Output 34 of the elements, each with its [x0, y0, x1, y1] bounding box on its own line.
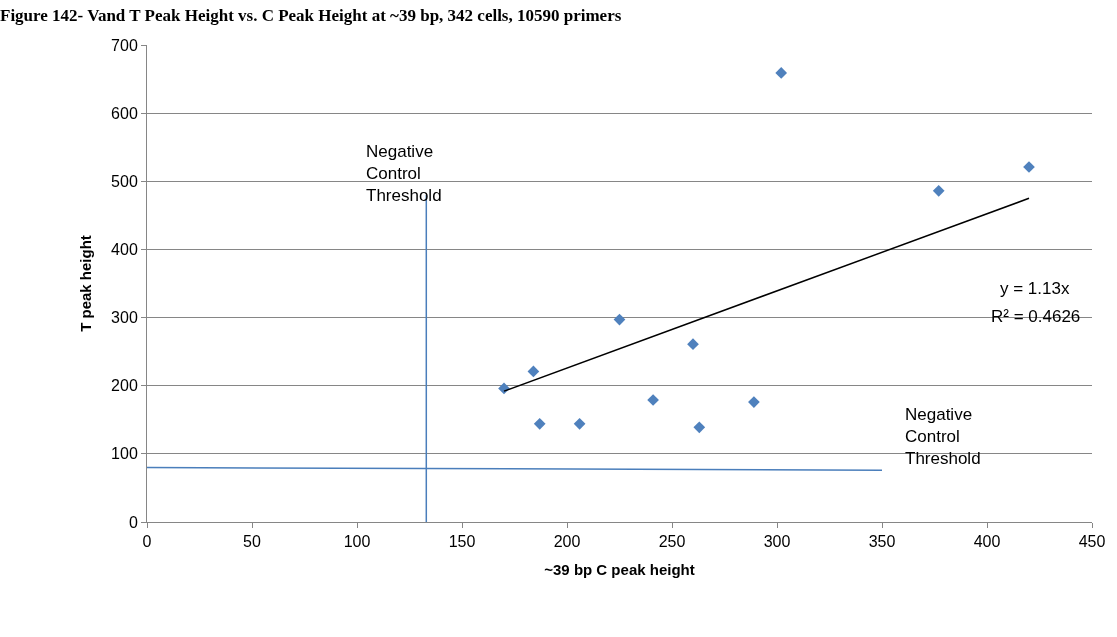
point: [533, 418, 546, 430]
x-tick-label: 0: [142, 533, 152, 551]
point: [498, 382, 510, 395]
x-tick-label: 450: [1078, 533, 1106, 551]
y-tick-label: 500: [111, 172, 138, 190]
x-axis-title: ~39 bp C peak height: [544, 561, 695, 579]
annotation: y = 1.13x: [1000, 279, 1070, 298]
point: [932, 184, 945, 197]
y-tick-label: 100: [111, 445, 138, 463]
x-tick-label: 400: [973, 533, 1001, 551]
y-tick-label: 200: [111, 377, 138, 395]
point: [613, 313, 626, 326]
annotation: R² = 0.4626: [991, 307, 1081, 326]
x-tick-label: 150: [448, 533, 476, 551]
chart-title: Figure 142- Vand T Peak Height vs. C Peak Height at ~39 bp, 342 cells, 10590 primers: [0, 6, 622, 26]
point: [527, 365, 540, 378]
point: [748, 396, 760, 408]
y-tick-label: 0: [128, 513, 138, 531]
y-tick-label: 400: [111, 241, 138, 259]
x-tick-label: 200: [553, 533, 581, 551]
y-axis-title: T peak height: [77, 235, 95, 332]
x-tick-label: 50: [243, 533, 261, 551]
point: [775, 67, 788, 79]
y-tick-label: 600: [111, 104, 138, 122]
annotation: Negative Control Threshold: [905, 405, 981, 469]
x-tick-label: 250: [658, 533, 686, 551]
y-tick-label: 300: [111, 309, 138, 327]
point: [693, 421, 706, 434]
annotation: Negative Control Threshold: [366, 142, 442, 206]
point: [573, 418, 586, 430]
x-tick-label: 300: [763, 533, 791, 551]
x-tick-label: 350: [868, 533, 896, 551]
y-tick-label: 700: [111, 36, 138, 54]
x-tick-label: 100: [343, 533, 371, 551]
